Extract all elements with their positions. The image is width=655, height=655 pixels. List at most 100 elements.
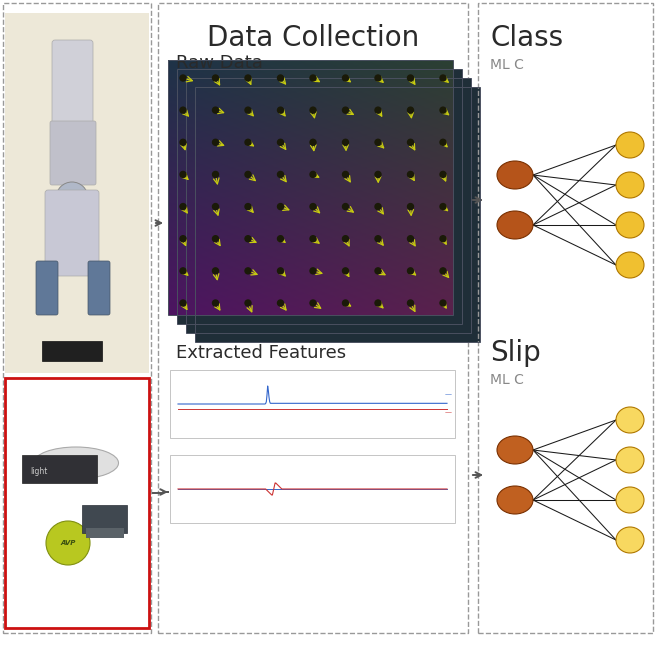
- Circle shape: [440, 75, 446, 81]
- Circle shape: [440, 140, 446, 145]
- FancyBboxPatch shape: [45, 190, 99, 276]
- FancyBboxPatch shape: [88, 261, 110, 315]
- FancyBboxPatch shape: [52, 40, 93, 126]
- Circle shape: [180, 204, 186, 210]
- Circle shape: [278, 300, 284, 306]
- Circle shape: [310, 204, 316, 210]
- Circle shape: [407, 300, 413, 306]
- Circle shape: [212, 75, 219, 81]
- Circle shape: [310, 75, 316, 81]
- Circle shape: [407, 140, 413, 145]
- Circle shape: [278, 75, 284, 81]
- Circle shape: [278, 140, 284, 145]
- FancyBboxPatch shape: [170, 370, 455, 438]
- Circle shape: [440, 204, 446, 210]
- Circle shape: [440, 300, 446, 306]
- Ellipse shape: [33, 447, 119, 479]
- Circle shape: [180, 236, 186, 242]
- Circle shape: [343, 300, 348, 306]
- Circle shape: [245, 300, 251, 306]
- Circle shape: [343, 107, 348, 113]
- Circle shape: [278, 107, 284, 113]
- Text: Raw Data: Raw Data: [176, 54, 263, 72]
- Circle shape: [310, 172, 316, 178]
- Circle shape: [245, 268, 251, 274]
- Circle shape: [56, 182, 88, 214]
- Circle shape: [407, 172, 413, 178]
- Text: Extracted Features: Extracted Features: [176, 344, 346, 362]
- FancyBboxPatch shape: [82, 505, 127, 533]
- FancyBboxPatch shape: [22, 455, 97, 483]
- Circle shape: [212, 268, 219, 274]
- FancyBboxPatch shape: [50, 121, 96, 185]
- Circle shape: [407, 204, 413, 210]
- Circle shape: [212, 107, 219, 113]
- Circle shape: [375, 140, 381, 145]
- Circle shape: [245, 140, 251, 145]
- Circle shape: [440, 236, 446, 242]
- Text: light: light: [30, 466, 47, 476]
- FancyBboxPatch shape: [42, 341, 102, 361]
- Circle shape: [440, 268, 446, 274]
- Circle shape: [375, 172, 381, 178]
- Circle shape: [310, 268, 316, 274]
- Circle shape: [375, 75, 381, 81]
- Ellipse shape: [616, 212, 644, 238]
- Circle shape: [245, 107, 251, 113]
- Ellipse shape: [616, 252, 644, 278]
- Circle shape: [278, 172, 284, 178]
- Circle shape: [212, 236, 219, 242]
- FancyBboxPatch shape: [86, 528, 124, 538]
- Circle shape: [310, 236, 316, 242]
- Circle shape: [343, 75, 348, 81]
- Circle shape: [407, 107, 413, 113]
- Circle shape: [278, 268, 284, 274]
- Circle shape: [407, 75, 413, 81]
- Ellipse shape: [616, 172, 644, 198]
- Text: Class: Class: [490, 24, 563, 52]
- Circle shape: [343, 204, 348, 210]
- Ellipse shape: [497, 211, 533, 239]
- Ellipse shape: [497, 486, 533, 514]
- Circle shape: [278, 236, 284, 242]
- Text: ML C: ML C: [490, 373, 524, 387]
- Circle shape: [180, 172, 186, 178]
- Circle shape: [212, 300, 219, 306]
- Circle shape: [180, 268, 186, 274]
- Circle shape: [375, 300, 381, 306]
- Circle shape: [180, 140, 186, 145]
- Ellipse shape: [497, 161, 533, 189]
- Ellipse shape: [616, 132, 644, 158]
- Circle shape: [407, 268, 413, 274]
- Circle shape: [46, 521, 90, 565]
- Circle shape: [440, 107, 446, 113]
- Ellipse shape: [616, 407, 644, 433]
- Text: Slip: Slip: [490, 339, 541, 367]
- Circle shape: [375, 204, 381, 210]
- Circle shape: [343, 172, 348, 178]
- Circle shape: [310, 140, 316, 145]
- FancyBboxPatch shape: [177, 69, 462, 324]
- Circle shape: [343, 236, 348, 242]
- Circle shape: [310, 300, 316, 306]
- Circle shape: [212, 172, 219, 178]
- Circle shape: [180, 300, 186, 306]
- FancyBboxPatch shape: [186, 78, 471, 333]
- Circle shape: [245, 236, 251, 242]
- Circle shape: [278, 204, 284, 210]
- Circle shape: [180, 107, 186, 113]
- Circle shape: [212, 140, 219, 145]
- Text: AVP: AVP: [60, 540, 76, 546]
- Ellipse shape: [616, 487, 644, 513]
- Text: —: —: [445, 391, 452, 397]
- Text: —: —: [445, 409, 452, 415]
- Circle shape: [310, 107, 316, 113]
- FancyBboxPatch shape: [170, 455, 455, 523]
- FancyBboxPatch shape: [36, 261, 58, 315]
- Circle shape: [212, 204, 219, 210]
- Circle shape: [245, 75, 251, 81]
- Text: ML C: ML C: [490, 58, 524, 72]
- Ellipse shape: [616, 447, 644, 473]
- Circle shape: [375, 268, 381, 274]
- Circle shape: [440, 172, 446, 178]
